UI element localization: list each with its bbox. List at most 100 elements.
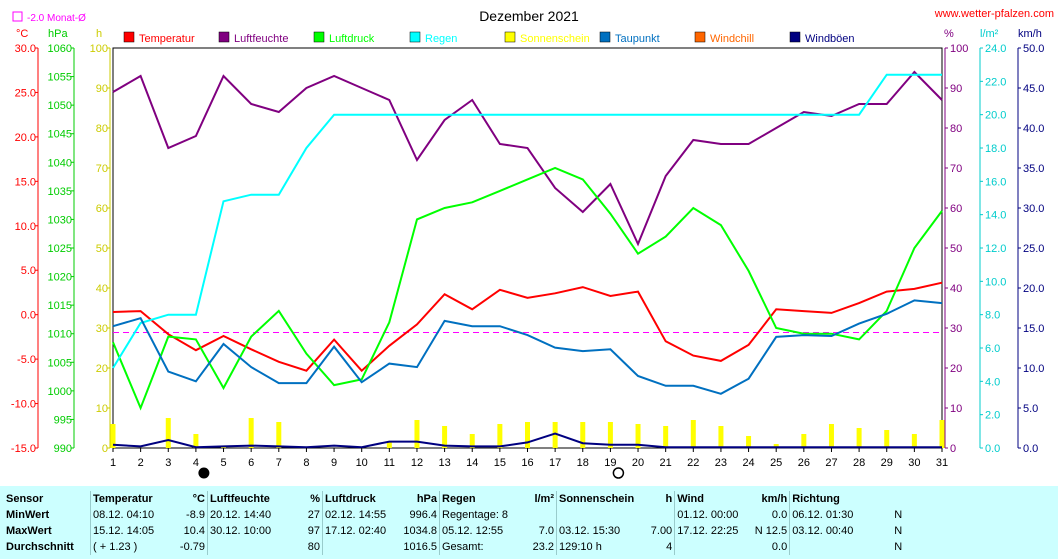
x-tick-label: 11 <box>384 457 395 469</box>
legend-swatch <box>123 31 135 43</box>
axis-tick-label-temperature: 10.0 <box>15 221 36 233</box>
legend-swatch <box>789 31 801 43</box>
sunshine-bar <box>276 422 282 448</box>
axis-tick-label-humidity: 20 <box>950 363 962 375</box>
legend-swatch <box>599 31 611 43</box>
sunshine-bar <box>690 420 696 448</box>
stats-cell-wind-time: 01.12. 00:00 <box>674 507 750 523</box>
stats-header-rain: Regen <box>439 491 524 507</box>
axis-tick-label-wind: 0.0 <box>1023 443 1038 455</box>
axis-tick-label-wind: 20.0 <box>1023 283 1044 295</box>
sunshine-bar <box>469 434 475 448</box>
chart-background <box>0 0 1058 486</box>
axis-tick-label-sunshine: 80 <box>96 123 108 135</box>
stats-cell-press-time <box>322 539 399 555</box>
x-tick-label: 20 <box>632 457 644 469</box>
axis-tick-label-sunshine: 0 <box>102 443 108 455</box>
stats-cell-sun-time <box>556 507 637 523</box>
legend-swatch <box>313 31 325 43</box>
sunshine-bar <box>248 418 254 448</box>
axis-tick-label-sunshine: 60 <box>96 203 108 215</box>
x-tick-label: 3 <box>165 457 171 469</box>
axis-tick-label-pressure: 1050 <box>48 100 72 112</box>
axis-tick-label-pressure: 1055 <box>48 72 72 84</box>
axis-tick-label-pressure: 1025 <box>48 243 72 255</box>
axis-tick-label-pressure: 1005 <box>48 357 72 369</box>
axis-unit-pressure: hPa <box>48 28 68 40</box>
axis-tick-label-rain: 14.0 <box>985 210 1006 222</box>
axis-tick-label-humidity: 50 <box>950 243 962 255</box>
monthly-avg-label: -2.0 Monat-Ø <box>27 13 86 24</box>
axis-tick-label-sunshine: 40 <box>96 283 108 295</box>
stats-header-temp-unit: °C <box>192 493 205 505</box>
axis-unit-wind: km/h <box>1018 28 1042 40</box>
stats-header-press-unit: hPa <box>416 493 437 505</box>
sunshine-bar <box>442 426 448 448</box>
stats-header-wind-unit: km/h <box>761 493 788 505</box>
x-tick-label: 23 <box>715 457 727 469</box>
axis-tick-label-rain: 18.0 <box>985 143 1006 155</box>
sunshine-bar <box>414 420 420 448</box>
sunshine-bar <box>386 442 392 448</box>
series-line-temperatur <box>112 281 943 373</box>
axis-tick-label-wind: 25.0 <box>1023 243 1044 255</box>
axis-tick-label-wind: 35.0 <box>1023 163 1044 175</box>
stats-cell-rain-val: 23.2 <box>532 541 554 553</box>
site-link[interactable]: www.wetter-pfalzen.com <box>934 8 1054 20</box>
axis-tick-label-pressure: 1030 <box>48 214 72 226</box>
axis-tick-label-pressure: 995 <box>54 414 72 426</box>
sunshine-bar <box>607 422 613 448</box>
axis-tick-label-pressure: 1060 <box>48 43 72 55</box>
chart-legend: Temperatur Luftfeuchte Luftdruck Regen Sonne… <box>123 31 855 45</box>
stats-cell-temp-val: -8.9 <box>186 509 205 521</box>
x-tick-label: 16 <box>521 457 533 469</box>
axis-tick-label-humidity: 30 <box>950 323 962 335</box>
axis-tick-label-temperature: -5.0 <box>17 354 36 366</box>
stats-cell-press-time: 17.12. 02:40 <box>322 523 399 539</box>
axis-tick-label-rain: 12.0 <box>985 243 1006 255</box>
stats-header-sun: Sonnenschein <box>556 491 637 507</box>
x-tick-label: 21 <box>660 457 672 469</box>
axis-tick-label-temperature: -10.0 <box>11 399 36 411</box>
axis-tick-label-wind: 10.0 <box>1023 363 1044 375</box>
axis-tick-label-humidity: 100 <box>950 43 968 55</box>
axis-tick-label-temperature: 25.0 <box>15 87 36 99</box>
axis-tick-label-wind: 30.0 <box>1023 203 1044 215</box>
sunshine-bars <box>110 418 945 448</box>
new-moon-icon <box>198 467 210 479</box>
axis-tick-label-temperature: 5.0 <box>21 265 36 277</box>
stats-cell-sun-val: 7.00 <box>650 525 673 537</box>
axis-tick-label-wind: 15.0 <box>1023 323 1044 335</box>
axis-unit-humidity: % <box>944 28 954 40</box>
x-tick-label: 24 <box>742 457 754 469</box>
axis-tick-label-humidity: 80 <box>950 123 962 135</box>
stats-cell-press-val: 1034.8 <box>403 525 437 537</box>
stats-header-dir: Richtung <box>789 491 875 507</box>
stats-cell-wind-time: 17.12. 22:25 <box>674 523 750 539</box>
series-line-regen <box>112 73 942 369</box>
x-tick-label: 26 <box>798 457 810 469</box>
x-tick-label: 2 <box>138 457 144 469</box>
axis-unit-sunshine: h <box>96 28 102 40</box>
stats-cell-dir-time <box>789 539 875 555</box>
stats-cell-rain-val <box>524 507 557 523</box>
axis-tick-label-temperature: 15.0 <box>15 176 36 188</box>
axis-tick-label-sunshine: 30 <box>96 323 108 335</box>
x-tick-label: 8 <box>303 457 309 469</box>
series-line-luftfeuchte <box>112 70 943 247</box>
stats-cell-dir-val: N <box>894 541 903 553</box>
sunshine-bar <box>718 426 724 448</box>
axis-tick-label-pressure: 1000 <box>48 386 72 398</box>
stats-cell-wind-val: 0.0 <box>771 509 788 521</box>
legend-swatch <box>218 31 230 43</box>
sunshine-bar <box>497 424 503 448</box>
full-moon-icon <box>612 467 625 479</box>
stats-cell-press-time: 02.12. 14:55 <box>322 507 399 523</box>
legend-label: Sonnenschein <box>520 33 590 45</box>
axis-tick-label-rain: 0.0 <box>985 443 1000 455</box>
series-line-windböen <box>112 432 942 449</box>
x-tick-label: 22 <box>687 457 699 469</box>
sunshine-bar <box>801 434 807 448</box>
axis-tick-label-temperature: -15.0 <box>11 443 36 455</box>
series-lines <box>112 70 943 449</box>
